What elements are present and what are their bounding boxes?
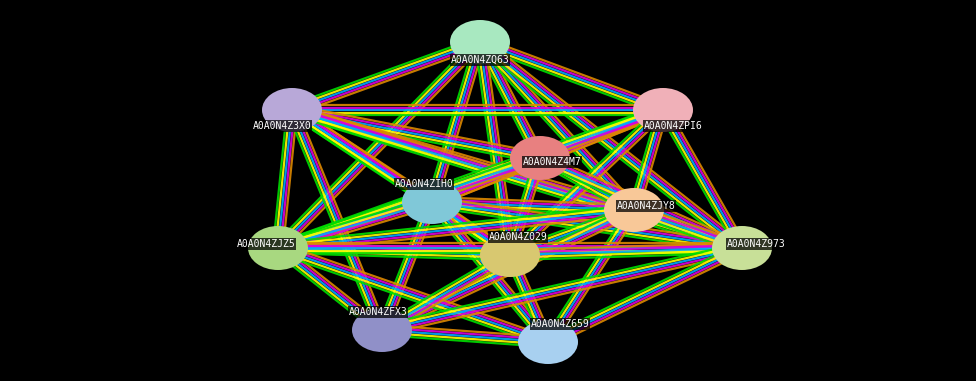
Ellipse shape <box>352 308 412 352</box>
Text: A0A0N4ZJZ5: A0A0N4ZJZ5 <box>236 239 296 249</box>
Ellipse shape <box>518 320 578 364</box>
Text: A0A0N4Z3X0: A0A0N4Z3X0 <box>253 121 311 131</box>
Ellipse shape <box>510 136 570 180</box>
Ellipse shape <box>604 188 664 232</box>
Text: A0A0N4Z973: A0A0N4Z973 <box>726 239 786 249</box>
Ellipse shape <box>262 88 322 132</box>
Text: A0A0N4ZQ63: A0A0N4ZQ63 <box>451 55 509 65</box>
Text: A0A0N4ZFX3: A0A0N4ZFX3 <box>348 307 407 317</box>
Ellipse shape <box>450 20 510 64</box>
Text: A0A0N4ZJY8: A0A0N4ZJY8 <box>617 201 675 211</box>
Text: A0A0N4ZPI6: A0A0N4ZPI6 <box>643 121 703 131</box>
Text: A0A0N4ZIH0: A0A0N4ZIH0 <box>394 179 454 189</box>
Ellipse shape <box>248 226 308 270</box>
Text: A0A0N4Z659: A0A0N4Z659 <box>531 319 590 329</box>
Ellipse shape <box>402 180 462 224</box>
Ellipse shape <box>633 88 693 132</box>
Text: A0A0N4Z4M7: A0A0N4Z4M7 <box>522 157 582 167</box>
Ellipse shape <box>480 233 540 277</box>
Ellipse shape <box>712 226 772 270</box>
Text: A0A0N4Z029: A0A0N4Z029 <box>489 232 548 242</box>
